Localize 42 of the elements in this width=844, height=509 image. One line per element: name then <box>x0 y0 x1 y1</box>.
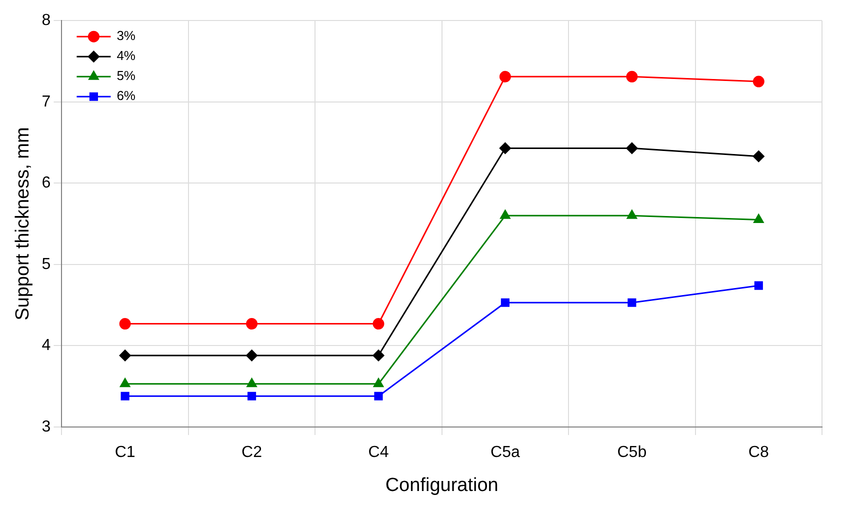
x-tick-label: C1 <box>114 444 136 462</box>
y-tick-label: 3 <box>42 418 51 436</box>
y-tick-label: 5 <box>42 256 51 273</box>
point <box>246 378 257 388</box>
point <box>246 350 258 362</box>
point <box>120 378 130 388</box>
point <box>120 392 130 400</box>
point <box>628 298 636 307</box>
point <box>754 281 763 290</box>
x-tick-label: C2 <box>242 444 262 462</box>
point <box>246 318 258 330</box>
x-axis-title: Configuration <box>385 474 498 496</box>
point <box>626 210 638 219</box>
y-axis-title: Support thickness, mm <box>12 127 34 320</box>
legend-label: 5% <box>116 68 136 84</box>
legend-label: 6% <box>116 88 136 104</box>
point <box>499 142 511 154</box>
point <box>752 76 764 88</box>
point <box>372 350 384 362</box>
point <box>247 392 256 400</box>
legend-label: 4% <box>116 48 136 64</box>
y-tick-label: 6 <box>42 174 51 192</box>
point <box>754 214 764 223</box>
y-tick-label: 7 <box>42 93 51 110</box>
point <box>373 378 384 388</box>
x-tick-label: C8 <box>748 444 769 462</box>
point <box>119 350 131 362</box>
y-tick-label: 4 <box>42 337 51 354</box>
point <box>626 142 638 154</box>
point <box>374 392 383 400</box>
point <box>119 318 131 330</box>
point <box>752 150 764 162</box>
legend-label: 3% <box>116 28 136 44</box>
point <box>500 210 510 219</box>
point <box>499 70 511 82</box>
point <box>372 318 384 330</box>
x-tick-label: C4 <box>368 444 389 462</box>
point <box>500 298 510 307</box>
x-tick-label: C5b <box>617 444 647 462</box>
y-tick-label: 8 <box>42 12 51 30</box>
x-tick-label: C5a <box>490 444 520 462</box>
point <box>626 70 638 82</box>
